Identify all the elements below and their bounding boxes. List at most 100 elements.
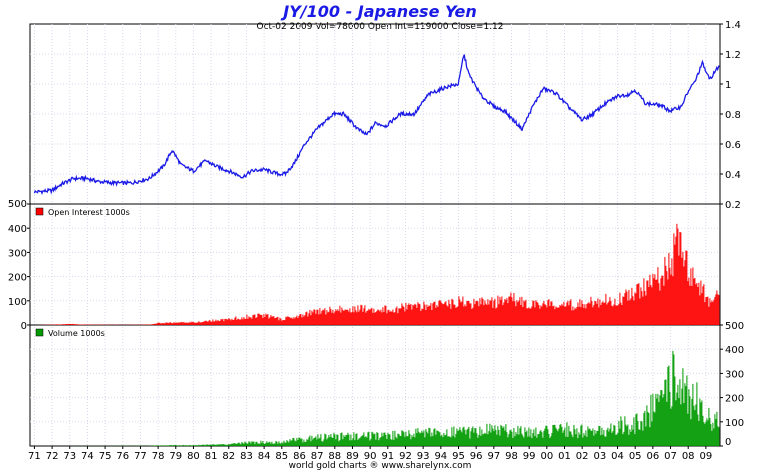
volume-bar [641,421,643,446]
open-interest-bar [61,324,63,325]
volume-bar [206,444,208,446]
open-interest-bar [592,307,594,325]
volume-bar [549,438,551,446]
open-interest-bar [696,283,698,325]
open-interest-bar [266,314,268,325]
volume-bar [207,444,209,446]
volume-bar [294,440,296,446]
open-interest-bar [300,314,302,325]
open-interest-bar [591,301,593,325]
volume-bar [372,432,374,446]
volume-bar [266,441,268,446]
open-interest-bar [160,323,162,325]
volume-bar [228,443,230,446]
volume-bar [337,434,339,446]
volume-bar [402,430,404,446]
open-interest-bar [78,324,80,325]
volume-bar [348,434,350,446]
open-interest-bar [520,305,522,325]
volume-bar [362,434,364,446]
open-interest-bar [469,303,471,325]
volume-bar [190,445,192,446]
open-interest-bar [177,322,179,325]
open-interest-bar [381,312,383,325]
volume-bar [534,436,536,446]
volume-bar [299,437,301,446]
volume-bar [293,438,295,446]
volume-bar [376,432,378,446]
volume-bar [653,411,655,446]
volume-bar [542,437,544,446]
volume-bar [270,443,272,446]
open-interest-bar [681,257,683,325]
open-interest-bar [319,308,321,325]
open-interest-bar [594,301,596,325]
open-interest-bar [464,304,466,325]
volume-bar [351,440,353,446]
open-interest-bar [438,301,440,325]
open-interest-legend-label: Open Interest 1000s [48,208,130,217]
open-interest-bar [370,308,372,325]
open-interest-bar [562,305,564,325]
open-interest-bar [626,291,628,325]
open-interest-bar [226,319,228,325]
price-line [33,54,720,196]
volume-bar [185,445,187,446]
volume-bar [617,432,619,446]
volume-bar [242,442,244,446]
volume-bar [595,433,597,446]
volume-bar [689,396,691,446]
open-interest-bar [500,299,502,325]
open-interest-bar [524,301,526,325]
open-interest-bar [417,302,419,325]
open-interest-bar [401,303,403,325]
volume-bar [691,398,693,446]
open-interest-bar [574,307,576,325]
open-interest-bar [653,278,655,325]
volume-bar [477,437,479,446]
volume-bar [400,436,402,446]
open-interest-bar [414,303,416,325]
open-interest-bar [187,322,189,325]
open-interest-bar [348,311,350,325]
volume-bar [353,432,355,446]
open-interest-bar [660,278,662,325]
open-interest-bar [199,322,201,325]
volume-bar [578,432,580,446]
open-interest-bar [396,306,398,325]
open-interest-bar [513,293,515,325]
open-interest-bar [705,296,707,325]
volume-bar [434,428,436,446]
open-interest-bar [706,297,708,325]
volume-bar [256,441,258,446]
volume-bar [479,426,481,446]
volume-bar [167,445,169,446]
open-interest-bar [71,324,73,325]
open-interest-bar [306,311,308,325]
volume-bar [226,445,228,446]
volume-bar [704,423,706,446]
volume-bar [455,433,457,446]
open-interest-bar [536,301,538,325]
volume-bar [563,430,565,446]
volume-bar [682,368,684,446]
open-interest-bar [311,310,313,325]
open-interest-bar [323,310,325,325]
open-interest-bar [67,324,69,325]
volume-bar [397,433,399,446]
volume-bar [702,415,704,446]
open-interest-bar [491,297,493,325]
volume-bar [602,434,604,446]
volume-bar [341,432,343,446]
volume-bar [271,441,273,446]
volume-bar [663,394,665,446]
open-interest-bar [613,304,615,325]
volume-bar [215,445,217,446]
volume-bar [584,435,586,446]
volume-bar [694,410,696,446]
open-interest-bar [595,301,597,325]
volume-bar [377,432,379,446]
open-interest-bar [352,306,354,325]
open-interest-bar [658,283,660,325]
open-interest-bar [367,310,369,325]
